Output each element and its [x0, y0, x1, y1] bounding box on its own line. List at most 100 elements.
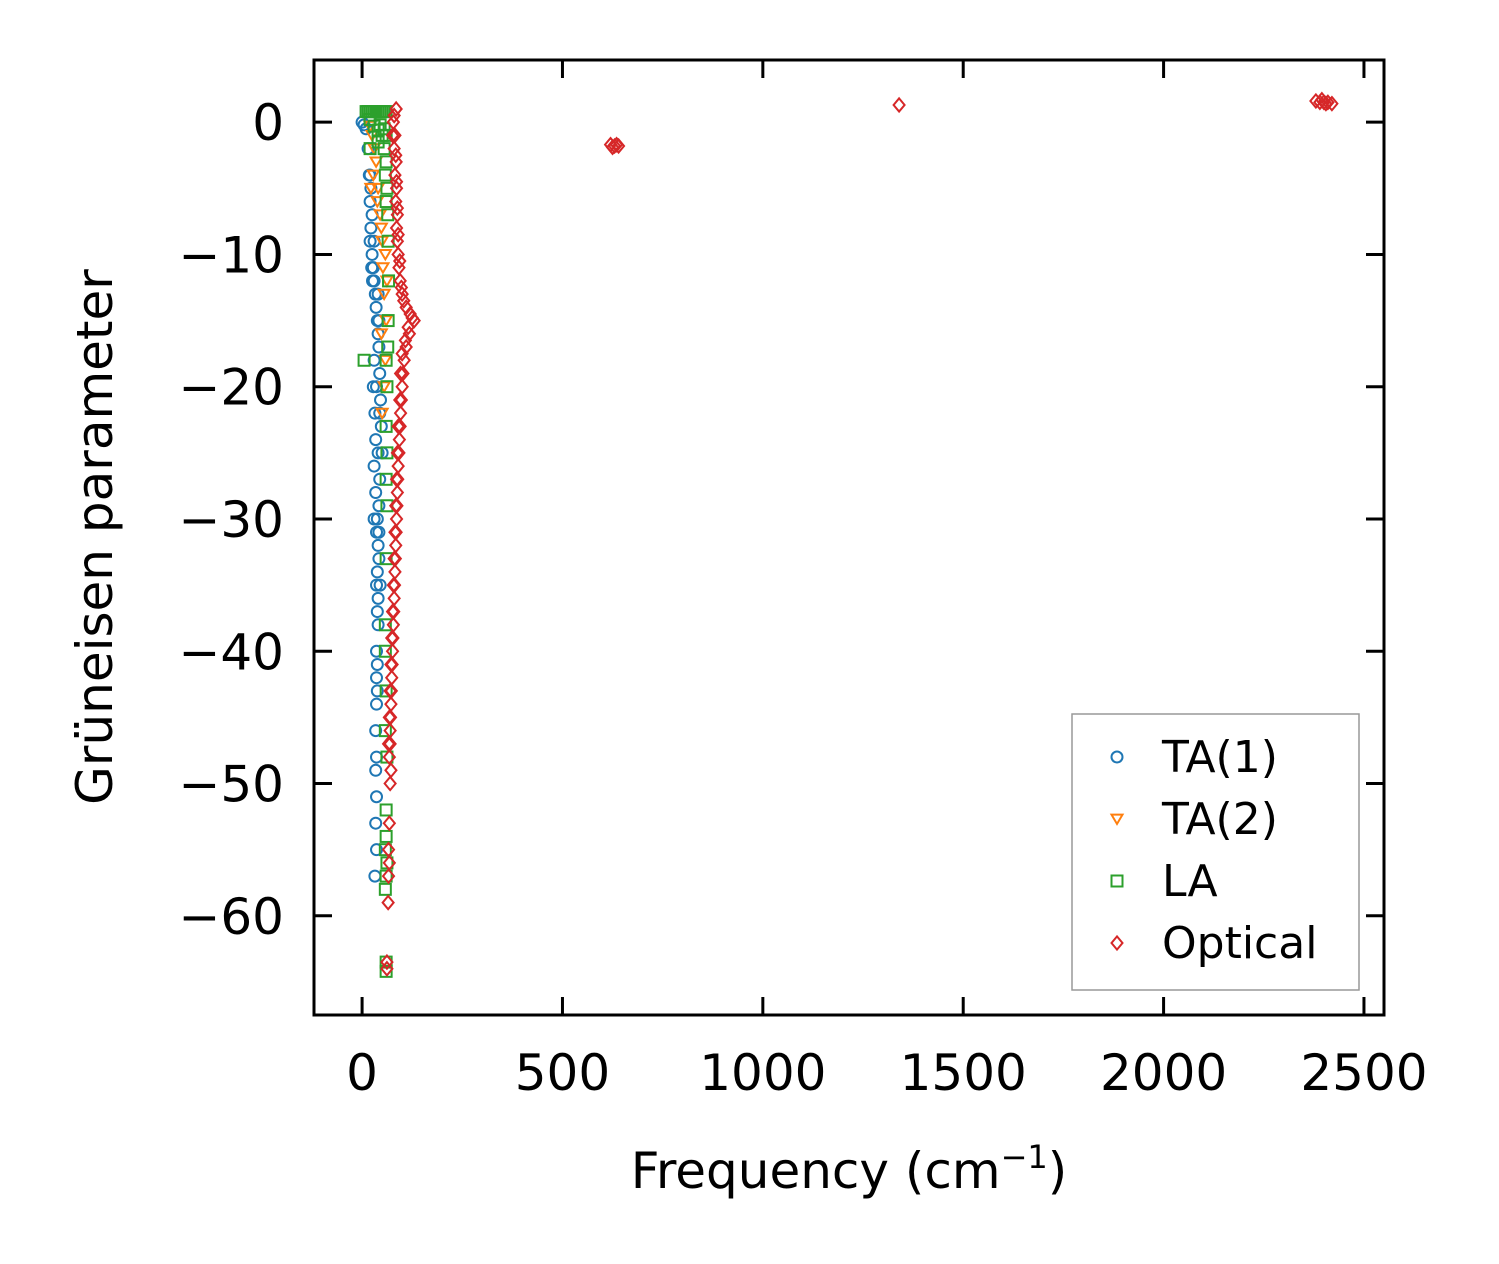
data-point — [387, 107, 401, 124]
legend-label: TA(1) — [1161, 732, 1278, 783]
data-point — [373, 578, 387, 592]
data-point — [385, 127, 400, 144]
legend-label: TA(2) — [1161, 794, 1278, 845]
data-point — [384, 656, 398, 673]
data-point — [383, 775, 397, 792]
legend-entries: TA(1) TA(2) LA Optical — [1109, 732, 1317, 969]
data-point — [395, 345, 409, 362]
data-point — [388, 524, 402, 541]
data-point — [366, 143, 382, 156]
data-point — [376, 288, 392, 302]
data-point — [369, 486, 383, 500]
legend-marker — [1110, 934, 1124, 952]
x-tick-label: 2500 — [1300, 1044, 1427, 1102]
data-point — [370, 605, 384, 619]
data-point — [370, 790, 384, 804]
data-point — [363, 182, 379, 196]
y-axis-label: Grüneisen parameter — [66, 269, 124, 805]
x-axis-label: Frequency (cm−1) — [631, 1138, 1068, 1200]
x-axis-label-suffix: ) — [1048, 1142, 1068, 1200]
legend-marker — [1110, 750, 1124, 764]
data-point — [403, 305, 417, 323]
data-point — [1325, 95, 1339, 112]
data-point — [374, 407, 390, 421]
data-point — [389, 100, 403, 118]
data-point — [380, 380, 394, 394]
data-point — [379, 275, 395, 288]
data-point — [380, 953, 394, 971]
data-point — [363, 234, 377, 248]
data-point — [892, 96, 906, 114]
data-point — [385, 603, 400, 620]
legend-label: Optical — [1162, 918, 1317, 969]
x-tick-label: 2000 — [1100, 1044, 1227, 1102]
data-point — [370, 657, 384, 671]
data-point — [379, 552, 393, 566]
data-point — [381, 314, 395, 328]
legend-label: LA — [1162, 856, 1218, 907]
legend-marker — [1109, 813, 1125, 826]
data-point — [372, 340, 386, 354]
legend-box — [1071, 713, 1360, 991]
data-point — [367, 459, 381, 473]
series-optical — [380, 91, 1339, 977]
data-point — [367, 512, 381, 526]
data-point — [378, 618, 392, 632]
data-point — [357, 353, 371, 367]
x-tick-label: 1000 — [699, 1044, 826, 1102]
data-point — [372, 552, 386, 566]
data-point — [381, 340, 395, 354]
data-point — [1319, 95, 1333, 112]
data-point — [372, 525, 386, 539]
data-point — [609, 136, 624, 153]
legend: TA(1) TA(2) LA Optical — [1071, 713, 1360, 991]
data-point — [379, 803, 393, 817]
data-point — [378, 882, 392, 896]
data-point — [393, 365, 408, 382]
data-point — [369, 724, 383, 738]
data-point — [382, 815, 397, 832]
x-tick-label: 1500 — [900, 1044, 1027, 1102]
data-point — [374, 222, 389, 235]
data-point — [379, 684, 393, 698]
data-point — [394, 279, 409, 296]
data-point — [368, 406, 382, 420]
data-point — [391, 418, 405, 435]
data-point — [373, 366, 387, 380]
data-point — [382, 748, 397, 766]
data-point — [379, 869, 393, 883]
data-point — [380, 181, 394, 195]
data-point — [363, 142, 377, 156]
data-point — [363, 195, 377, 209]
data-point — [389, 173, 404, 190]
data-point — [370, 684, 384, 698]
data-point — [372, 314, 386, 328]
data-point — [370, 578, 384, 592]
data-point — [381, 208, 395, 222]
data-point — [388, 127, 402, 144]
data-point — [372, 499, 386, 513]
data-point — [378, 168, 392, 182]
data-point — [373, 118, 387, 132]
ticks-layer: 0 500 1000 1500 2000 2500 0 −10 −20 −30 −40 −50 −60 — [178, 60, 1428, 1102]
plot-frame — [312, 58, 1386, 1017]
data-point — [377, 122, 391, 136]
y-tick-label: −20 — [178, 359, 284, 417]
data-point — [375, 262, 391, 275]
data-point — [370, 697, 384, 711]
y-tick-label: −60 — [178, 888, 284, 946]
data-point — [371, 287, 385, 301]
data-point — [1309, 92, 1323, 110]
data-point — [381, 234, 395, 248]
y-tick-label: −50 — [178, 756, 284, 814]
data-point — [392, 252, 407, 270]
data-point — [366, 169, 381, 182]
data-point — [378, 249, 393, 262]
data-point — [370, 671, 384, 685]
data-point — [386, 576, 401, 594]
data-point — [379, 195, 393, 209]
data-point — [369, 300, 383, 314]
data-point — [383, 682, 397, 700]
x-tick-label: 500 — [515, 1044, 610, 1102]
